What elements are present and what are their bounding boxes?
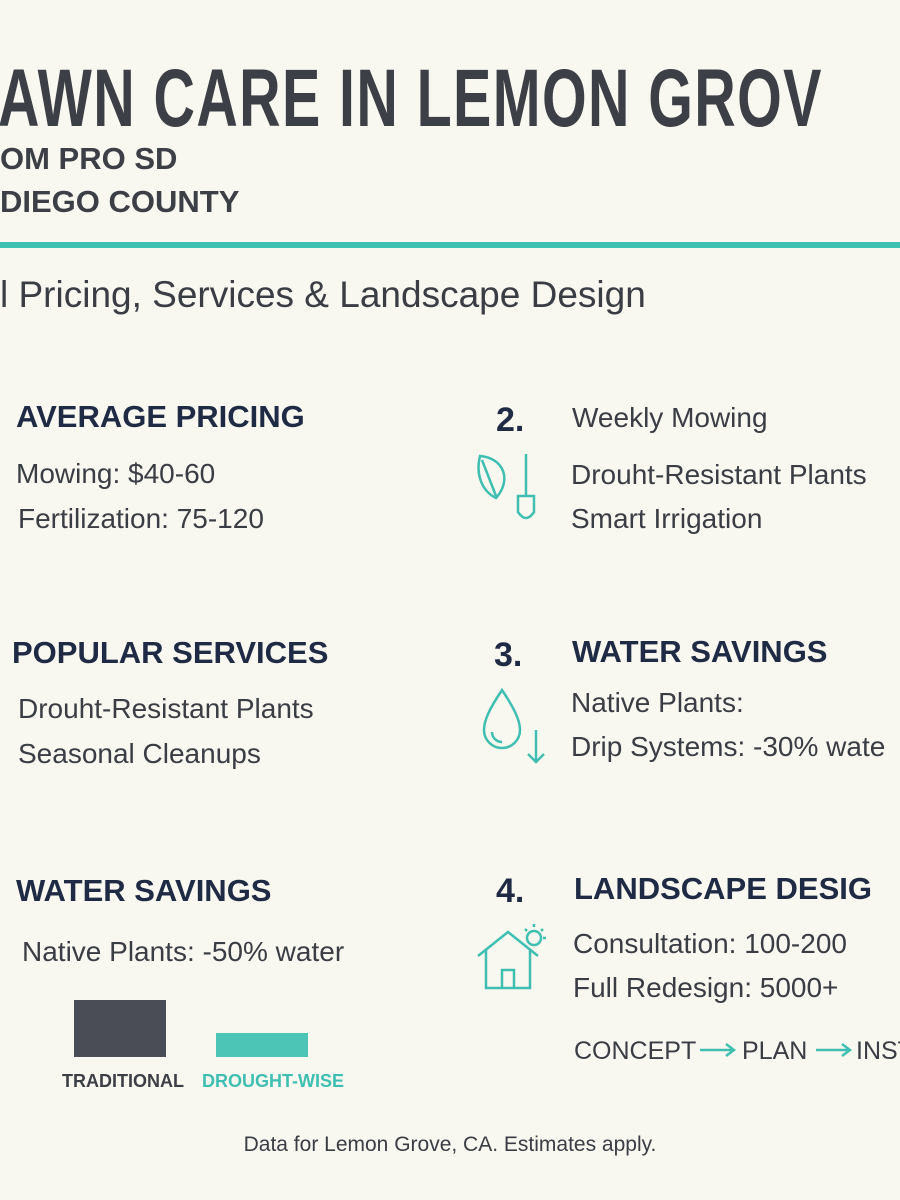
section-item: Mowing: $40-60	[16, 458, 216, 489]
water-icon	[482, 687, 545, 764]
legend-swatch	[74, 1000, 166, 1057]
section-number: 2.	[496, 401, 525, 439]
section-item: Fertilization: 75-120	[18, 503, 264, 534]
flow-arrow	[700, 1043, 737, 1057]
flow-step: CONCEPT	[574, 1037, 697, 1065]
section-title: AVERAGE PRICING	[16, 399, 305, 434]
divider	[0, 242, 900, 248]
footer: Data for Lemon Grove, CA. Estimates appl…	[243, 1133, 657, 1156]
section-item: Full Redesign: 5000+	[573, 972, 839, 1003]
section-item: Drouht-Resistant Plants	[18, 693, 314, 724]
house-icon	[477, 924, 546, 990]
flow-step: PLAN	[742, 1037, 808, 1065]
section-item: Consultation: 100-200	[573, 928, 847, 959]
section-item: Smart Irrigation	[571, 503, 763, 534]
flow-arrow	[816, 1043, 853, 1057]
section-title: LANDSCAPE DESIG	[574, 871, 872, 906]
section-title: WATER SAVINGS	[16, 873, 272, 908]
plant-icon	[477, 454, 536, 520]
subtitle: OM PRO SD	[0, 141, 178, 176]
legend-label: TRADITIONAL	[62, 1071, 184, 1091]
section-number: 3.	[494, 636, 523, 674]
legend-label: DROUGHT-WISE	[202, 1071, 344, 1091]
section-item: Drouht-Resistant Plants	[571, 459, 867, 490]
section-title: WATER SAVINGS	[572, 634, 828, 669]
section-title: Weekly Mowing	[572, 402, 768, 433]
flow-step: INST	[856, 1037, 900, 1065]
section-item: Native Plants:	[571, 687, 744, 718]
section-item: Drip Systems: -30% wate	[571, 731, 886, 762]
section-number: 4.	[496, 872, 525, 910]
legend-swatch	[216, 1033, 308, 1057]
subtitle: DIEGO COUNTY	[0, 184, 240, 219]
section-item: Seasonal Cleanups	[18, 738, 261, 769]
section-item: Native Plants: -50% water	[22, 936, 345, 967]
title: AWN CARE IN LEMON GROV	[0, 53, 823, 144]
section-title: POPULAR SERVICES	[12, 635, 329, 670]
tagline: l Pricing, Services & Landscape Design	[0, 274, 646, 315]
